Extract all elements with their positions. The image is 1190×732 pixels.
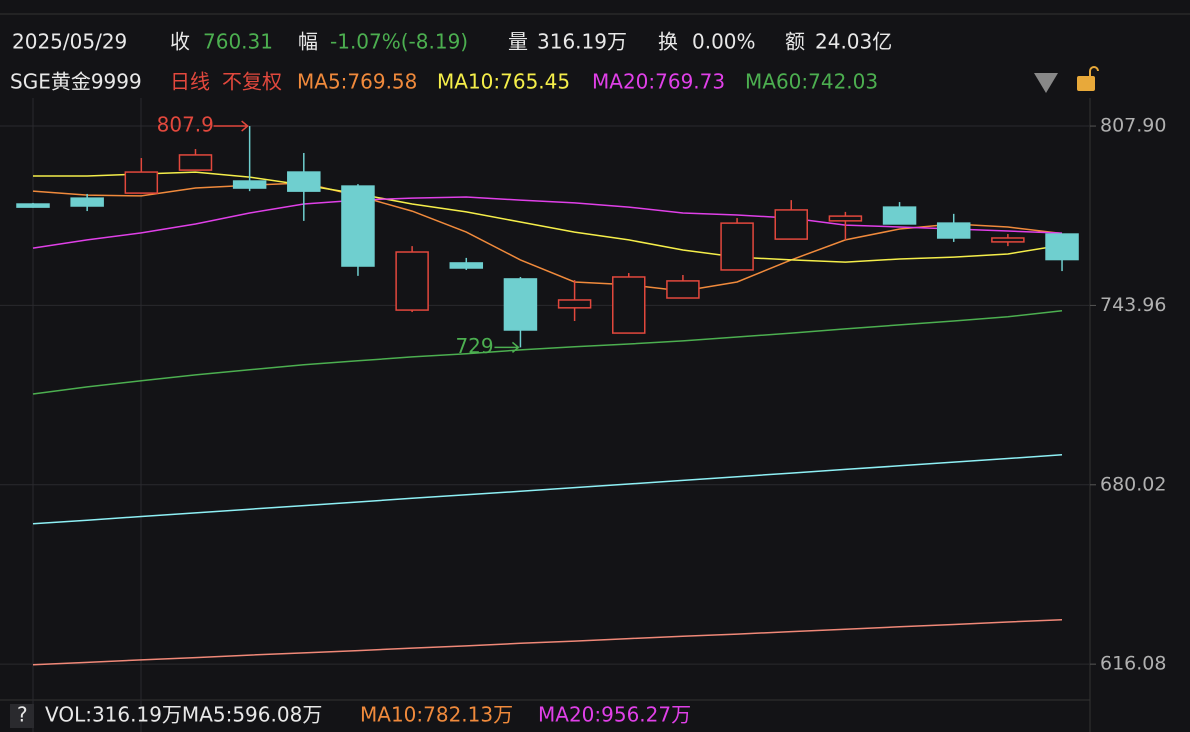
vol-ma20: MA20:956.27万 — [538, 703, 691, 727]
legend-item: MA20:769.73 — [592, 70, 725, 94]
candle-body — [124, 171, 159, 194]
lock-icon[interactable] — [1077, 66, 1099, 91]
max-label: 807.9 — [157, 113, 214, 137]
vol-ma10: MA10:782.13万 — [360, 703, 513, 727]
ma-line — [32, 619, 1063, 666]
ma-line — [33, 171, 1063, 263]
candle-body — [16, 203, 50, 208]
label: 换 — [658, 30, 678, 54]
candle-body — [991, 237, 1025, 243]
close: 760.31 — [203, 30, 273, 54]
label: 收 — [170, 30, 190, 54]
y-tick-label: 743.96 — [1100, 294, 1166, 316]
label: 量 — [508, 30, 528, 54]
candle-body — [503, 278, 538, 331]
candle-body — [828, 215, 863, 222]
legend-item: MA5:769.58 — [297, 70, 417, 94]
ma-line — [32, 182, 1063, 292]
adjust: 不复权 — [222, 70, 282, 94]
chart-title: SGE黄金9999 — [10, 70, 142, 94]
y-tick-label: 807.90 — [1100, 115, 1166, 137]
collapse-icon[interactable] — [1034, 73, 1058, 93]
candle-body — [936, 222, 971, 239]
change: -1.07%(-8.19) — [330, 30, 468, 54]
candle-body — [774, 209, 808, 240]
lock-body — [1077, 76, 1095, 91]
candle-body — [720, 222, 754, 271]
turnover: 0.00% — [692, 30, 756, 54]
help-box[interactable] — [10, 704, 34, 728]
candle-body — [1045, 233, 1079, 261]
amount: 24.03亿 — [815, 30, 892, 54]
lock-shackle — [1089, 66, 1099, 76]
period: 日线 — [170, 70, 210, 94]
help[interactable]: ? — [17, 703, 28, 727]
candle-body — [341, 185, 375, 267]
min-label: 729 — [455, 334, 493, 358]
candle-body — [557, 299, 592, 309]
candle-body — [395, 251, 429, 311]
legend-item: MA60:742.03 — [745, 70, 878, 94]
label: 幅 — [298, 30, 318, 54]
vol-label: VOL:316.19万MA5:596.08万 — [45, 703, 322, 727]
volume: 316.19万 — [537, 30, 627, 54]
ma-line — [32, 310, 1063, 395]
y-tick-label: 680.02 — [1100, 473, 1166, 495]
header: 2025/05/29 收 760.31 幅 -1.07%(-8.19) 量 31… — [12, 30, 892, 54]
candle-body — [232, 180, 267, 189]
min-arrow — [494, 341, 520, 353]
candle-body — [449, 262, 484, 269]
candle-body — [287, 171, 321, 192]
date: 2025/05/29 — [12, 30, 127, 54]
label: 额 — [785, 30, 805, 54]
candle-body — [178, 154, 213, 171]
ma-line — [32, 196, 1063, 249]
ma-line — [32, 454, 1063, 525]
max-arrow — [213, 120, 249, 132]
candle-body — [70, 197, 104, 207]
candle-body — [666, 280, 700, 299]
candle-body — [612, 276, 646, 334]
y-tick-label: 616.08 — [1100, 653, 1166, 675]
legend-item: MA10:765.45 — [437, 70, 570, 94]
candle-body — [882, 206, 917, 225]
